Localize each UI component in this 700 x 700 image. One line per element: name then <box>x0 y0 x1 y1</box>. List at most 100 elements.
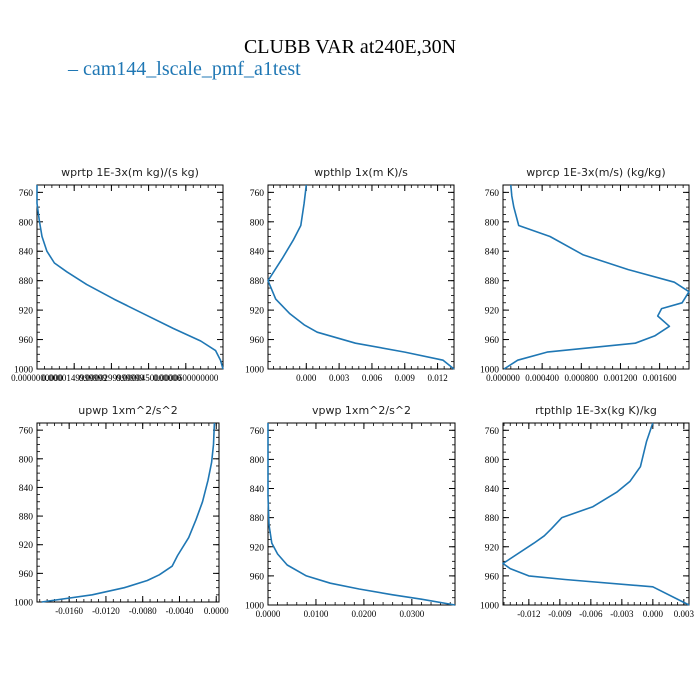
y-tick-label: 1000 <box>14 599 33 609</box>
x-tick-label: -0.0120 <box>92 606 120 616</box>
series-line <box>41 422 216 603</box>
x-tick-label: 0.000800 <box>564 373 598 383</box>
x-tick-label: 0.006 <box>362 373 383 383</box>
y-tick-label: 800 <box>19 218 34 228</box>
y-tick-label: 800 <box>485 456 500 466</box>
figure-title: CLUBB VAR at240E,30N <box>243 36 457 58</box>
y-tick-label: 920 <box>485 307 500 317</box>
plot-frame <box>36 184 224 370</box>
x-tick-label: -0.0160 <box>55 606 83 616</box>
y-tick-label: 920 <box>250 543 265 553</box>
panel-2: wpthlp 1x(m K)/s 760 800 840 880 920 960 1000 0.… <box>245 166 455 383</box>
x-tick-label: -0.003 <box>610 609 634 619</box>
panel-5: vpwp 1xm^2/s^2 760 800 840 880 920 960 10000.00… <box>245 404 456 619</box>
y-tick-label: 760 <box>485 189 500 199</box>
legend-dash: – <box>68 58 83 80</box>
x-tick-label: 0.003 <box>674 609 695 619</box>
y-tick-label: 760 <box>250 427 265 437</box>
x-tick-label: -0.009 <box>548 609 572 619</box>
y-tick-label: 920 <box>19 307 34 317</box>
y-tick-label: 1000 <box>480 602 499 612</box>
x-tick-label: 0.000 <box>643 609 664 619</box>
panel-title: vpwp 1xm^2/s^2 <box>312 404 411 417</box>
y-tick-label: 840 <box>19 484 34 494</box>
panel-title: upwp 1xm^2/s^2 <box>78 404 178 417</box>
y-tick-label: 1000 <box>14 366 33 376</box>
y-tick-label: 960 <box>250 336 265 346</box>
series-line <box>267 184 455 370</box>
x-tick-label: -0.012 <box>517 609 540 619</box>
plot-frame <box>267 422 456 606</box>
y-tick-label: 920 <box>250 307 265 317</box>
x-tick-label: 0.0000 <box>256 609 281 619</box>
x-tick-label: 0.001600 <box>643 373 677 383</box>
y-tick-label: 800 <box>485 218 500 228</box>
y-tick-label: 1000 <box>245 366 264 376</box>
x-tick-label: -0.0040 <box>166 606 194 616</box>
x-tick-label: 0.000 <box>296 373 317 383</box>
y-tick-label: 760 <box>19 189 34 199</box>
x-tick-label: 0.000000 <box>486 373 520 383</box>
panel-title: wpthlp 1x(m K)/s <box>314 166 408 179</box>
legend-entry: – cam144_lscale_pmf_a1test <box>68 58 301 81</box>
x-tick-label: 0.0100 <box>304 609 329 619</box>
panel-1: wprtp 1E-3x(m kg)/(s kg) 760 800 840 880 920 9… <box>11 166 224 383</box>
panel-4: upwp 1xm^2/s^2 760 800 840 880 920 960 1000 -0.0… <box>14 404 229 616</box>
y-tick-label: 840 <box>250 248 265 258</box>
x-tick-label: 0.0200 <box>352 609 377 619</box>
series-line <box>502 422 690 606</box>
plot-frame <box>502 184 690 370</box>
y-tick-label: 760 <box>19 427 34 437</box>
x-tick-label: 0.0000000000 <box>11 373 63 383</box>
y-tick-label: 800 <box>19 455 34 465</box>
panel-title: rtpthlp 1E-3x(kg K)/kg <box>535 404 657 417</box>
x-tick-label: 0.0000600000000 <box>153 373 219 383</box>
x-tick-label: 0.0000299999999 <box>79 373 145 383</box>
y-tick-label: 960 <box>485 572 500 582</box>
y-tick-label: 960 <box>250 572 265 582</box>
x-tick-label: 0.0000149999999 <box>42 373 108 383</box>
x-tick-label: -0.0080 <box>129 606 157 616</box>
y-tick-label: 880 <box>19 513 34 523</box>
x-tick-label: 0.0000450000000 <box>116 373 182 383</box>
y-tick-label: 1000 <box>245 602 264 612</box>
legend-label: cam144_lscale_pmf_a1test <box>83 58 301 80</box>
y-tick-label: 880 <box>250 514 265 524</box>
panel-title: wprtp 1E-3x(m kg)/(s kg) <box>61 166 199 179</box>
y-tick-label: 880 <box>250 277 265 287</box>
y-tick-label: 760 <box>485 427 500 437</box>
panel-6: rtpthlp 1E-3x(kg K)/kg 760 800 840 880 920 960… <box>480 404 694 619</box>
y-tick-label: 960 <box>19 336 34 346</box>
y-tick-label: 840 <box>250 485 265 495</box>
y-tick-label: 840 <box>485 485 500 495</box>
y-tick-label: 920 <box>485 543 500 553</box>
panel-3: wprcp 1E-3x(m/s) (kg/kg) 760 800 840 880 920 9… <box>480 166 690 383</box>
y-tick-label: 1000 <box>480 366 499 376</box>
panel-title: wprcp 1E-3x(m/s) (kg/kg) <box>526 166 665 179</box>
series-line <box>267 423 456 606</box>
y-tick-label: 800 <box>250 218 265 228</box>
x-tick-label: 0.001200 <box>604 373 638 383</box>
x-tick-label: -0.006 <box>579 609 603 619</box>
series-line <box>36 185 224 370</box>
x-tick-label: 0.009 <box>395 373 416 383</box>
y-tick-label: 960 <box>485 336 500 346</box>
y-tick-label: 760 <box>250 189 265 199</box>
y-tick-label: 840 <box>485 248 500 258</box>
y-tick-label: 880 <box>485 514 500 524</box>
x-tick-label: 0.0000 <box>204 606 229 616</box>
plot-frame <box>502 422 690 606</box>
y-tick-label: 920 <box>19 541 34 551</box>
y-tick-label: 880 <box>485 277 500 287</box>
x-tick-label: 0.000400 <box>525 373 559 383</box>
y-tick-label: 880 <box>19 277 34 287</box>
series-line <box>503 184 690 370</box>
y-tick-label: 840 <box>19 248 34 258</box>
x-tick-label: 0.003 <box>329 373 350 383</box>
x-tick-label: 0.012 <box>427 373 447 383</box>
plot-frame <box>267 184 455 370</box>
plot-frame <box>36 422 220 603</box>
y-tick-label: 800 <box>250 456 265 466</box>
x-tick-label: 0.0300 <box>399 609 424 619</box>
